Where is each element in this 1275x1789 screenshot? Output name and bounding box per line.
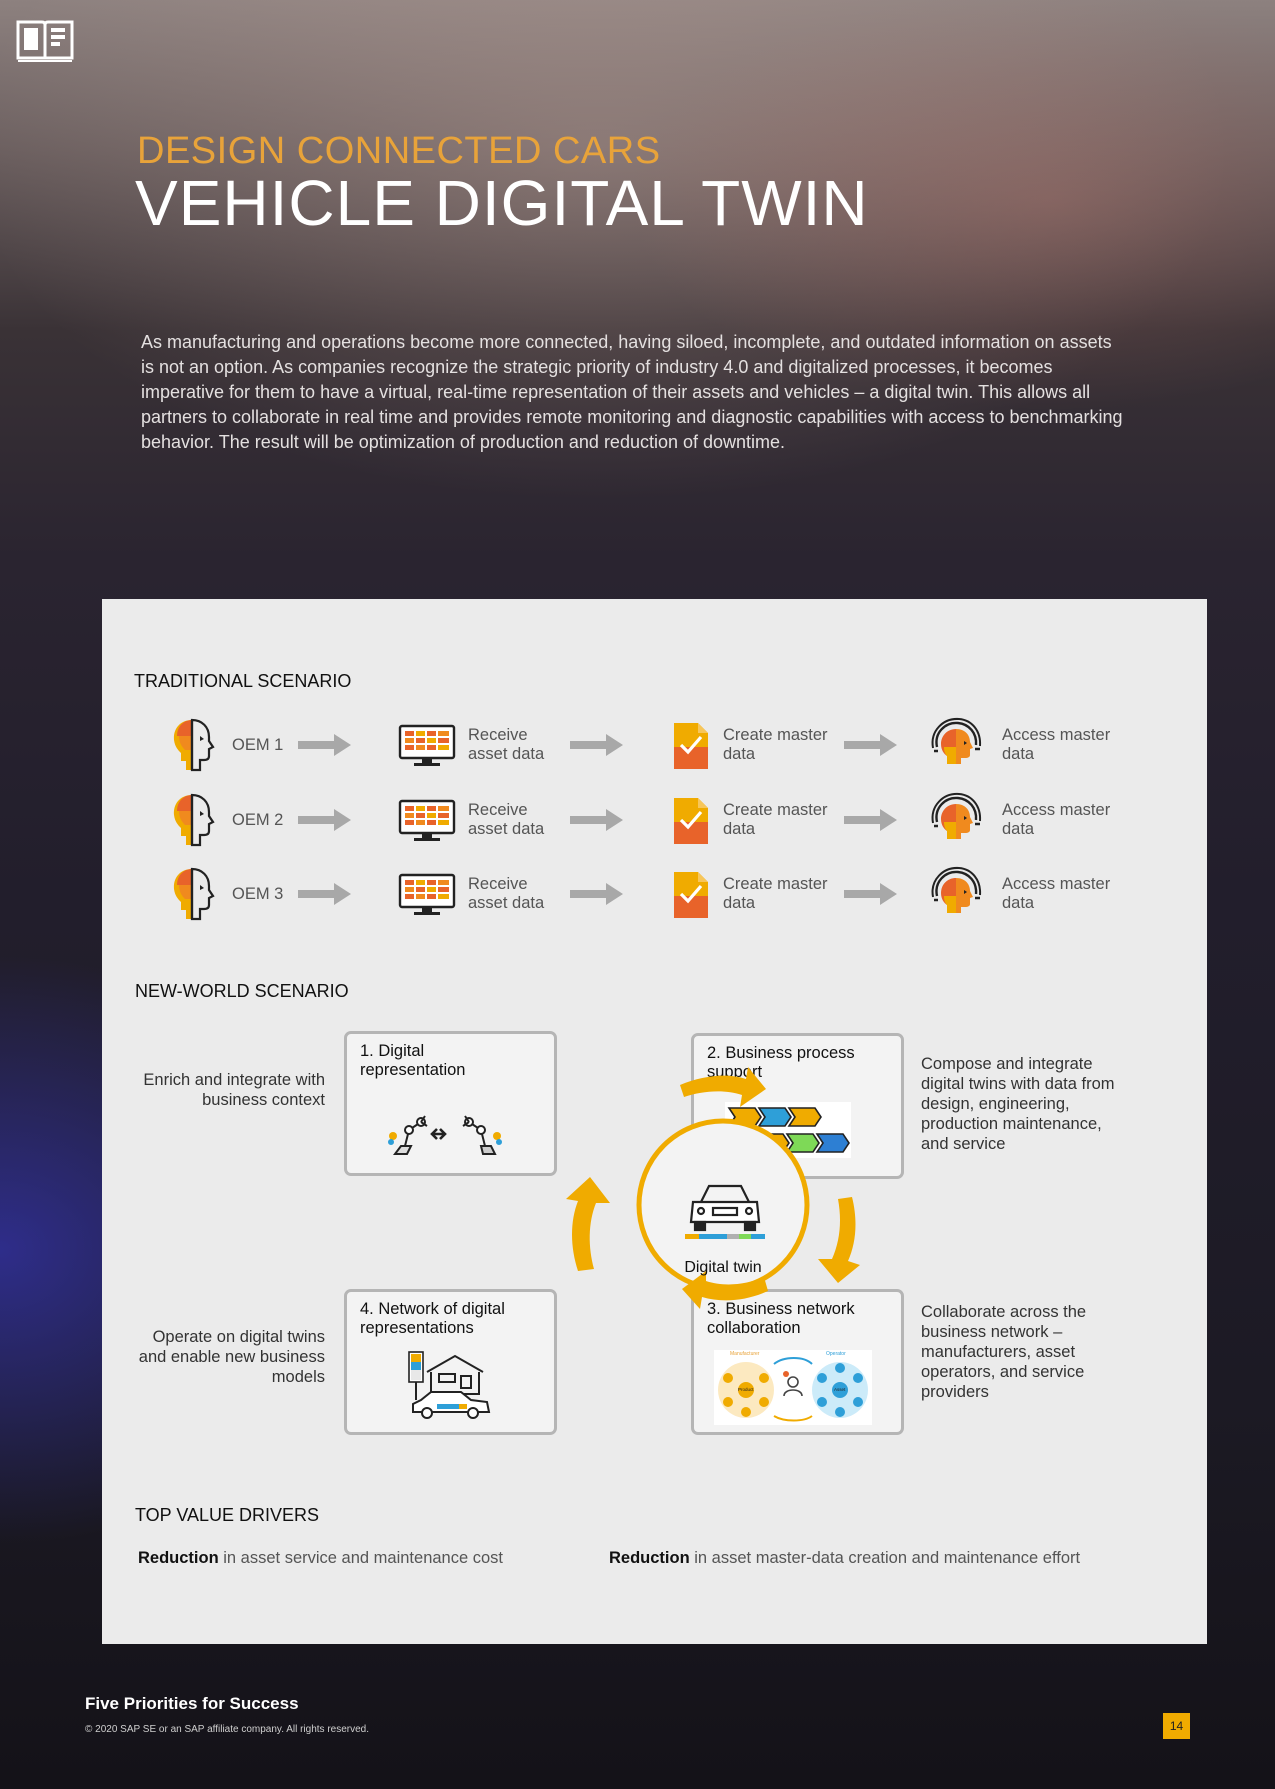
oem-label: OEM 2 (232, 811, 284, 829)
arrow-right-icon (298, 808, 352, 832)
network-diagram-graphic (718, 1357, 868, 1422)
oem-head-icon (170, 792, 216, 848)
monitor-icon (398, 873, 456, 917)
access-label: Access master data (1002, 801, 1111, 838)
oem-label: OEM 3 (232, 885, 284, 903)
asset-mini-label: Asset (834, 1387, 846, 1392)
create-label: Create master data (723, 875, 828, 912)
car-icon (685, 1184, 765, 1239)
note-enrich: Enrich and integrate with business conte… (143, 1071, 325, 1109)
oem-head-icon (170, 717, 216, 773)
kicker: DESIGN CONNECTED CARS (137, 130, 661, 172)
page-title: VEHICLE DIGITAL TWIN (135, 167, 869, 239)
note-operate: Operate on digital twins and enable new … (138, 1328, 325, 1386)
arrow-right-icon (298, 733, 352, 757)
network-diagram: Manufacturer Operator Product Asset (714, 1350, 872, 1425)
monitor-icon (398, 724, 456, 768)
arrow-right-icon (298, 882, 352, 906)
arrow-right-icon (844, 808, 898, 832)
monitor-icon (398, 799, 456, 843)
master-data-doc-icon (670, 870, 710, 920)
arrow-cycle-icon (818, 1197, 860, 1283)
note-compose: Compose and integrate digital twins with… (921, 1055, 1115, 1153)
new-world-heading: NEW-WORLD SCENARIO (135, 981, 349, 1001)
access-label: Access master data (1002, 875, 1111, 912)
box-network-of-digital-representations: 4. Network of digital representations (344, 1289, 557, 1435)
product-mini-label: Product (738, 1387, 754, 1392)
operator-mini-label: Operator (826, 1351, 846, 1357)
traditional-row: OEM 1 Receive asset data Create master d… (102, 715, 1207, 775)
note-collaborate: Collaborate across the business network … (921, 1303, 1087, 1401)
access-head-icon (928, 792, 984, 848)
access-label: Access master data (1002, 726, 1111, 763)
arrow-right-icon (570, 808, 624, 832)
create-label: Create master data (723, 726, 828, 763)
master-data-doc-icon (670, 721, 710, 771)
traditional-row: OEM 2 Receive asset data Create master d… (102, 790, 1207, 850)
intro-paragraph: As manufacturing and operations become m… (141, 332, 1123, 452)
box-business-network-collaboration: 3. Business network collaboration Manufa (691, 1289, 904, 1435)
driver-text: in asset master-data creation and mainte… (689, 1549, 1081, 1567)
traditional-row: OEM 3 Receive asset data Create master d… (102, 864, 1207, 924)
receive-label: Receive asset data (468, 875, 545, 912)
arrow-cycle-icon (680, 1067, 766, 1107)
arrow-cycle-icon (566, 1177, 610, 1271)
footer-title: Five Priorities for Success (85, 1694, 299, 1713)
driver-text: in asset service and maintenance cost (218, 1549, 503, 1567)
arrow-cycle-icon (682, 1271, 768, 1309)
master-data-doc-icon (670, 796, 710, 846)
footer-copyright: © 2020 SAP SE or an SAP affiliate compan… (85, 1724, 370, 1735)
arrow-right-icon (844, 733, 898, 757)
arrow-right-icon (570, 733, 624, 757)
manufacturer-mini-label: Manufacturer (730, 1351, 760, 1357)
receive-label: Receive asset data (468, 726, 545, 763)
box-title: 4. Network of digital representations (360, 1300, 505, 1337)
driver-item: Reduction in asset service and maintenan… (138, 1549, 503, 1568)
cycle-arrows (566, 1067, 860, 1309)
traditional-rows: OEM 1 Receive asset data Create master d… (102, 715, 1207, 935)
oem-label: OEM 1 (232, 736, 284, 754)
driver-bold: Reduction (609, 1549, 690, 1567)
robot-arms-icon (388, 1115, 502, 1155)
receive-label: Receive asset data (468, 801, 545, 838)
oem-head-icon (170, 866, 216, 922)
page-number: 14 (1163, 1713, 1190, 1739)
box-title: 3. Business network collaboration (707, 1300, 855, 1337)
box-title: 1. Digital representation (360, 1042, 466, 1079)
create-label: Create master data (723, 801, 828, 838)
driver-item: Reduction in asset master-data creation … (609, 1549, 1080, 1568)
book-icon[interactable] (16, 18, 74, 62)
house-car-icon (408, 1351, 491, 1419)
drivers-heading: TOP VALUE DRIVERS (135, 1505, 320, 1525)
box-digital-representation: 1. Digital representation (344, 1031, 557, 1176)
arrow-right-icon (570, 882, 624, 906)
access-head-icon (928, 866, 984, 922)
arrow-right-icon (844, 882, 898, 906)
access-head-icon (928, 717, 984, 773)
driver-bold: Reduction (138, 1549, 219, 1567)
digital-twin-label: Digital twin (684, 1259, 762, 1276)
traditional-heading: TRADITIONAL SCENARIO (134, 671, 352, 691)
content-panel: TRADITIONAL SCENARIO OEM 1 Receive asset… (102, 599, 1207, 1644)
